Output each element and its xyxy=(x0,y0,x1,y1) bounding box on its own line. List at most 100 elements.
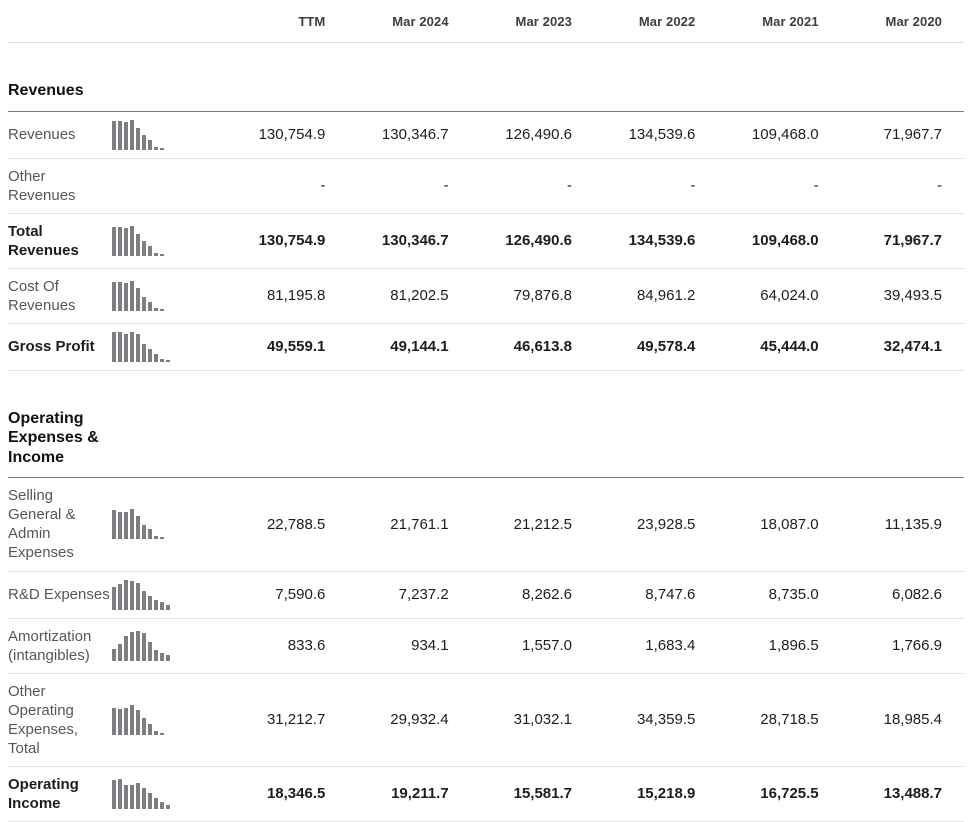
cell-value: 29,932.4 xyxy=(390,711,449,729)
cell-value: 71,967.7 xyxy=(883,232,942,250)
cell-value: 134,539.6 xyxy=(628,126,696,144)
sparkline-chart[interactable] xyxy=(112,509,170,540)
sparkline-chart[interactable] xyxy=(112,331,170,362)
row-label: Revenues xyxy=(8,125,112,144)
sparkline-bar xyxy=(142,296,146,311)
sparkline-bar xyxy=(136,233,140,256)
sparkline-chart[interactable] xyxy=(112,225,170,256)
sparkline-bar xyxy=(154,252,158,256)
cell-value: 1,766.9 xyxy=(891,637,942,655)
sparkline-bar xyxy=(124,333,128,362)
cell-value: 49,559.1 xyxy=(266,338,326,356)
column-header: Mar 2021 xyxy=(762,14,819,29)
cell-value: 49,144.1 xyxy=(390,338,449,356)
table-row: Operating Income 18,346.5 19,211.7 15,581.7… xyxy=(8,767,964,822)
cell-value: 6,082.6 xyxy=(891,586,942,604)
sparkline-bar xyxy=(154,730,158,735)
sparkline-bar xyxy=(130,631,134,661)
row-label-text: Other Revenues xyxy=(8,167,76,204)
sparkline-bar xyxy=(142,240,146,256)
cell-value: 32,474.1 xyxy=(883,338,942,356)
row-label: Other Operating Expenses, Total xyxy=(8,682,112,758)
sparkline-cell xyxy=(112,579,202,610)
row-label-text: R&D Expenses xyxy=(8,586,110,603)
cell-value: 31,032.1 xyxy=(513,711,572,729)
sparkline-chart[interactable] xyxy=(112,630,170,661)
table-row: Other Operating Expenses, Total 31,212.7 2… xyxy=(8,674,964,767)
sparkline-bar xyxy=(112,226,116,256)
sparkline-bar xyxy=(160,537,164,540)
cell-value: 84,961.2 xyxy=(636,287,696,305)
sparkline-chart[interactable] xyxy=(112,280,170,311)
cell-value: 130,346.7 xyxy=(381,232,449,250)
row-label: Total Revenues xyxy=(8,222,112,260)
table-row: Revenues 130,754.9 130,346.7 126,490.6 134,5… xyxy=(8,112,964,159)
cell-value: 7,237.2 xyxy=(398,586,449,604)
cell-value: 81,195.8 xyxy=(266,287,326,305)
cell-value: 18,087.0 xyxy=(760,515,819,533)
sparkline-bar xyxy=(136,516,140,540)
cell-value: - xyxy=(567,177,572,195)
sparkline-bar xyxy=(142,787,146,809)
sparkline-bar xyxy=(112,779,116,809)
row-label: Selling General & Admin Expenses xyxy=(8,486,112,562)
sparkline-bar xyxy=(154,797,158,809)
sparkline-bar xyxy=(148,245,152,256)
row-label-text: Cost Of Revenues xyxy=(8,277,76,314)
sparkline-bar xyxy=(160,308,164,311)
sparkline-bar xyxy=(148,792,152,809)
sparkline-bar xyxy=(136,287,140,311)
sparkline-bar xyxy=(154,536,158,540)
sparkline-bar xyxy=(124,227,128,256)
sparkline-bar xyxy=(166,804,170,809)
sparkline-bar xyxy=(166,604,170,610)
row-label: R&D Expenses xyxy=(8,585,112,604)
sparkline-cell xyxy=(112,331,202,362)
sparkline-bar xyxy=(130,509,134,540)
cell-value: 11,135.9 xyxy=(884,515,942,533)
sparkline-cell xyxy=(112,280,202,311)
sparkline-bar xyxy=(154,649,158,661)
row-label-text: Gross Profit xyxy=(8,338,95,356)
row-label-text: Total Revenues xyxy=(8,222,79,259)
row-label-text: Other Operating Expenses, Total xyxy=(8,682,79,757)
sparkline-bar xyxy=(118,512,122,540)
cell-value: 21,212.5 xyxy=(513,515,572,533)
cell-value: 49,578.4 xyxy=(636,338,696,356)
sparkline-bar xyxy=(148,595,152,610)
sparkline-bar xyxy=(136,782,140,809)
sparkline-bar xyxy=(142,134,146,150)
sparkline-chart[interactable] xyxy=(112,579,170,610)
cell-value: 64,024.0 xyxy=(760,287,819,305)
sparkline-bar xyxy=(112,331,116,362)
table-row: Gross Profit 49,559.1 49,144.1 46,613.8 49,5… xyxy=(8,324,964,371)
sparkline-bar xyxy=(118,643,122,661)
cell-value: 934.1 xyxy=(411,637,449,655)
cell-value: 134,539.6 xyxy=(628,232,696,250)
cell-value: 46,613.8 xyxy=(513,338,572,356)
row-label: Amortization (intangibles) xyxy=(8,627,112,665)
sparkline-bar xyxy=(136,127,140,150)
sparkline-bar xyxy=(136,709,140,735)
sparkline-bar xyxy=(118,331,122,362)
sparkline-bar xyxy=(130,580,134,610)
cell-value: 130,754.9 xyxy=(258,126,326,144)
cell-value: 22,788.5 xyxy=(266,515,326,533)
cell-value: - xyxy=(320,177,326,195)
cell-value: 39,493.5 xyxy=(883,287,942,305)
sparkline-bar xyxy=(112,510,116,540)
sparkline-bar xyxy=(154,353,158,362)
sparkline-bar xyxy=(112,648,116,661)
sparkline-bar xyxy=(112,281,116,311)
sparkline-chart[interactable] xyxy=(112,704,170,735)
row-label: Cost Of Revenues xyxy=(8,277,112,315)
sparkline-bar xyxy=(118,281,122,311)
sparkline-bar xyxy=(148,348,152,362)
section-header-row: Operating Expenses & Income xyxy=(8,371,964,479)
sparkline-cell xyxy=(112,704,202,735)
sparkline-chart[interactable] xyxy=(112,119,170,150)
cell-value: 8,262.6 xyxy=(521,586,572,604)
sparkline-bar xyxy=(160,358,164,362)
section-title: Revenues xyxy=(8,82,84,99)
